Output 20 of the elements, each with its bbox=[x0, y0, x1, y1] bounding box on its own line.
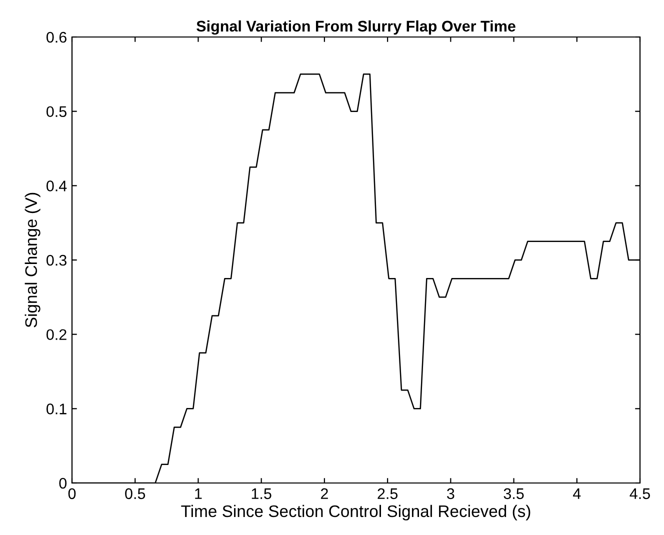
y-axis-title: Signal Change (V) bbox=[24, 192, 40, 328]
y-tick-label: 0.6 bbox=[46, 32, 66, 43]
x-tick-label: 2 bbox=[320, 488, 328, 499]
x-tick-label: 2.5 bbox=[378, 488, 398, 500]
x-tick-label: 4 bbox=[572, 488, 581, 499]
y-tick-label: 0.5 bbox=[46, 106, 66, 118]
x-tick-label: 0.5 bbox=[125, 488, 146, 500]
x-tick-label: 3 bbox=[447, 488, 454, 500]
x-axis-title: Time Since Section Control Signal Recieved (s) bbox=[181, 504, 530, 520]
x-tick-label: 4.5 bbox=[630, 488, 650, 500]
x-tick-label: 0 bbox=[68, 488, 76, 500]
x-tick-label: 1.5 bbox=[252, 488, 272, 500]
y-tick-label: 0 bbox=[59, 478, 67, 489]
y-tick-label: 0.4 bbox=[46, 180, 67, 192]
y-tick-label: 0.2 bbox=[46, 329, 66, 340]
x-tick-label: 1 bbox=[195, 488, 202, 499]
y-tick-label: 0.3 bbox=[46, 254, 66, 266]
chart-title: Signal Variation From Slurry Flap Over Time bbox=[196, 20, 516, 35]
x-tick-label: 3.5 bbox=[504, 488, 524, 500]
y-tick-label: 0.1 bbox=[46, 404, 66, 414]
